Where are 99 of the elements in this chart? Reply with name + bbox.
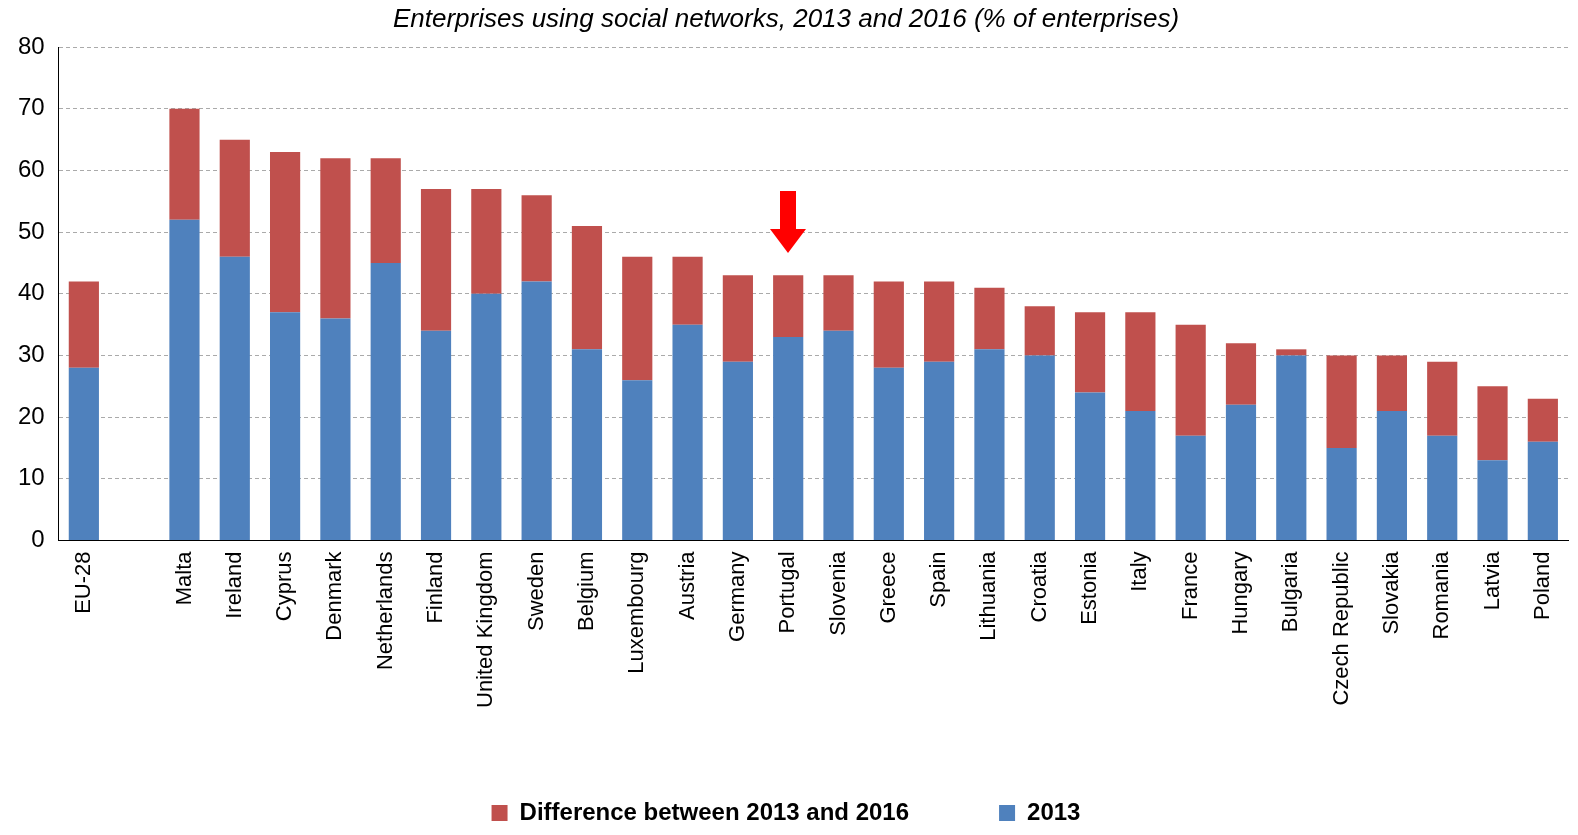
x-tick-label: Malta xyxy=(170,550,196,606)
y-tick-label: 30 xyxy=(17,340,45,368)
bar xyxy=(722,275,753,362)
bar xyxy=(270,312,301,540)
bar xyxy=(773,336,804,540)
legend-label: Difference between 2013 and 2016 xyxy=(519,797,910,825)
bar xyxy=(1024,355,1055,540)
bar xyxy=(320,318,351,540)
y-tick-label: 50 xyxy=(17,216,45,244)
x-tick-label: Spain xyxy=(925,551,951,608)
bar xyxy=(622,256,653,381)
bar xyxy=(1527,441,1558,540)
bar xyxy=(320,158,351,319)
bar xyxy=(1024,306,1055,356)
y-tick-label: 20 xyxy=(17,401,45,429)
bar xyxy=(1376,355,1408,411)
bar xyxy=(219,139,250,257)
bar xyxy=(471,189,502,294)
bar xyxy=(571,226,603,350)
bar xyxy=(370,158,401,263)
bar xyxy=(672,256,703,325)
bar xyxy=(1276,355,1307,540)
bar xyxy=(420,330,452,540)
x-tick-label: Sweden xyxy=(522,551,548,631)
x-tick-label: Greece xyxy=(874,551,900,624)
bar xyxy=(270,152,301,313)
bar xyxy=(1477,460,1508,540)
x-tick-label: United Kingdom xyxy=(472,551,498,709)
y-tick-label: 80 xyxy=(17,31,45,59)
x-tick-label: EU-28 xyxy=(69,551,95,614)
y-tick-label: 40 xyxy=(17,278,45,306)
bar xyxy=(1326,355,1357,448)
x-tick-label: Italy xyxy=(1126,551,1152,592)
x-tick-label: Slovakia xyxy=(1377,550,1403,635)
bar xyxy=(1376,410,1408,540)
bar xyxy=(1074,392,1106,540)
bar xyxy=(873,367,904,540)
bar xyxy=(823,330,854,540)
x-tick-label: Netherlands xyxy=(371,551,397,671)
x-tick-label: Belgium xyxy=(573,551,599,631)
y-tick-label: 60 xyxy=(17,155,45,183)
x-tick-label: Austria xyxy=(673,550,699,620)
x-tick-label: Finland xyxy=(422,551,448,624)
bar xyxy=(873,281,904,368)
bar xyxy=(420,189,452,331)
bar xyxy=(1427,435,1458,540)
x-tick-label: Hungary xyxy=(1227,551,1253,635)
x-tick-label: Lithuania xyxy=(975,550,1001,641)
bar xyxy=(571,349,603,540)
bar xyxy=(974,287,1005,350)
bar xyxy=(1326,447,1357,540)
bar xyxy=(1527,398,1558,442)
bar xyxy=(68,367,99,540)
x-tick-label: France xyxy=(1176,551,1202,620)
bar xyxy=(521,281,552,540)
bar xyxy=(1276,349,1307,356)
x-tick-label: Romania xyxy=(1428,550,1454,640)
y-tick-label: 10 xyxy=(17,463,45,491)
bar xyxy=(1125,410,1156,540)
bar xyxy=(722,361,753,540)
bar xyxy=(169,108,200,220)
bar xyxy=(924,361,955,540)
x-tick-label: Latvia xyxy=(1478,550,1504,611)
bar xyxy=(672,324,703,540)
x-tick-label: Bulgaria xyxy=(1277,550,1303,633)
bar xyxy=(924,281,955,362)
x-tick-label: Czech Republic xyxy=(1327,551,1353,706)
bar xyxy=(1125,312,1156,411)
bar xyxy=(370,263,401,540)
bar xyxy=(219,256,250,540)
bar xyxy=(622,380,653,540)
bar xyxy=(1175,435,1206,540)
bar xyxy=(1477,386,1508,461)
legend-label: 2013 xyxy=(1027,797,1081,825)
x-tick-label: Cyprus xyxy=(271,551,297,622)
x-tick-label: Estonia xyxy=(1076,550,1102,625)
x-tick-label: Germany xyxy=(723,551,749,642)
x-tick-label: Denmark xyxy=(321,550,347,641)
bar xyxy=(1427,361,1458,436)
bar xyxy=(823,275,854,331)
bar xyxy=(773,275,804,337)
y-tick-label: 70 xyxy=(17,93,45,121)
bar xyxy=(1074,312,1106,393)
bar xyxy=(521,195,552,282)
bar xyxy=(471,293,502,540)
x-tick-label: Slovenia xyxy=(824,550,850,636)
bar xyxy=(1175,324,1206,436)
y-tick-label: 0 xyxy=(31,525,45,553)
chart-title: Enterprises using social networks, 2013 and 2016 (% of enterprises) xyxy=(392,2,1180,33)
bar xyxy=(974,349,1005,540)
bar xyxy=(169,219,200,540)
bar xyxy=(1225,404,1257,540)
x-tick-label: Croatia xyxy=(1025,550,1051,623)
x-tick-label: Portugal xyxy=(774,551,800,634)
bar xyxy=(1225,343,1257,405)
x-tick-label: Poland xyxy=(1528,551,1554,620)
bar xyxy=(68,281,99,368)
x-tick-label: Luxembourg xyxy=(623,551,649,674)
x-tick-label: Ireland xyxy=(220,551,246,619)
